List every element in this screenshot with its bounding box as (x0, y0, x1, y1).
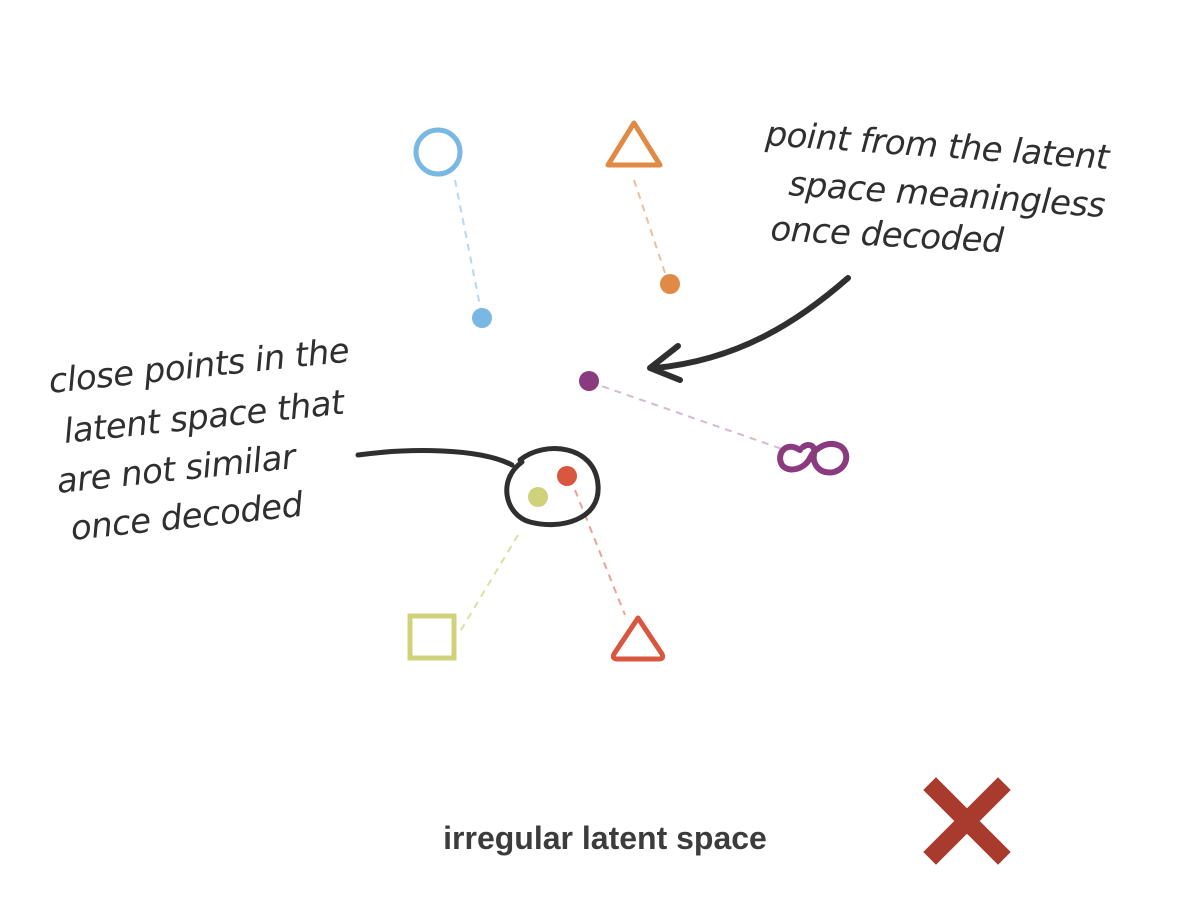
meaningless-annotation-line-3: once decoded (770, 209, 1006, 261)
blue-latent-point (472, 308, 492, 328)
red-latent-point (557, 466, 577, 486)
orange-link-line (633, 179, 669, 283)
purple-link-line (589, 381, 786, 451)
blue-link-line (454, 179, 483, 317)
arrow-head-icon (647, 343, 683, 383)
yellow-green-latent-point (528, 487, 548, 507)
red-link-line (574, 489, 626, 616)
highlight-loop (504, 446, 601, 528)
red-rounded-triangle-shape (610, 615, 666, 662)
orange-latent-point (660, 274, 680, 294)
orange-triangle-shape (605, 120, 663, 168)
cross-icon (923, 777, 1011, 865)
caption-irregular-latent-space: irregular latent space (443, 820, 767, 856)
yellow-green-square-shape (407, 613, 457, 661)
purple-scribble-shape (777, 440, 850, 476)
yellow-green-link-line (457, 534, 519, 636)
blue-circle-shape (413, 127, 463, 177)
purple-latent-point (579, 371, 599, 391)
meaningless-point-arrow (652, 275, 851, 371)
close-points-pointer-line (355, 448, 515, 468)
